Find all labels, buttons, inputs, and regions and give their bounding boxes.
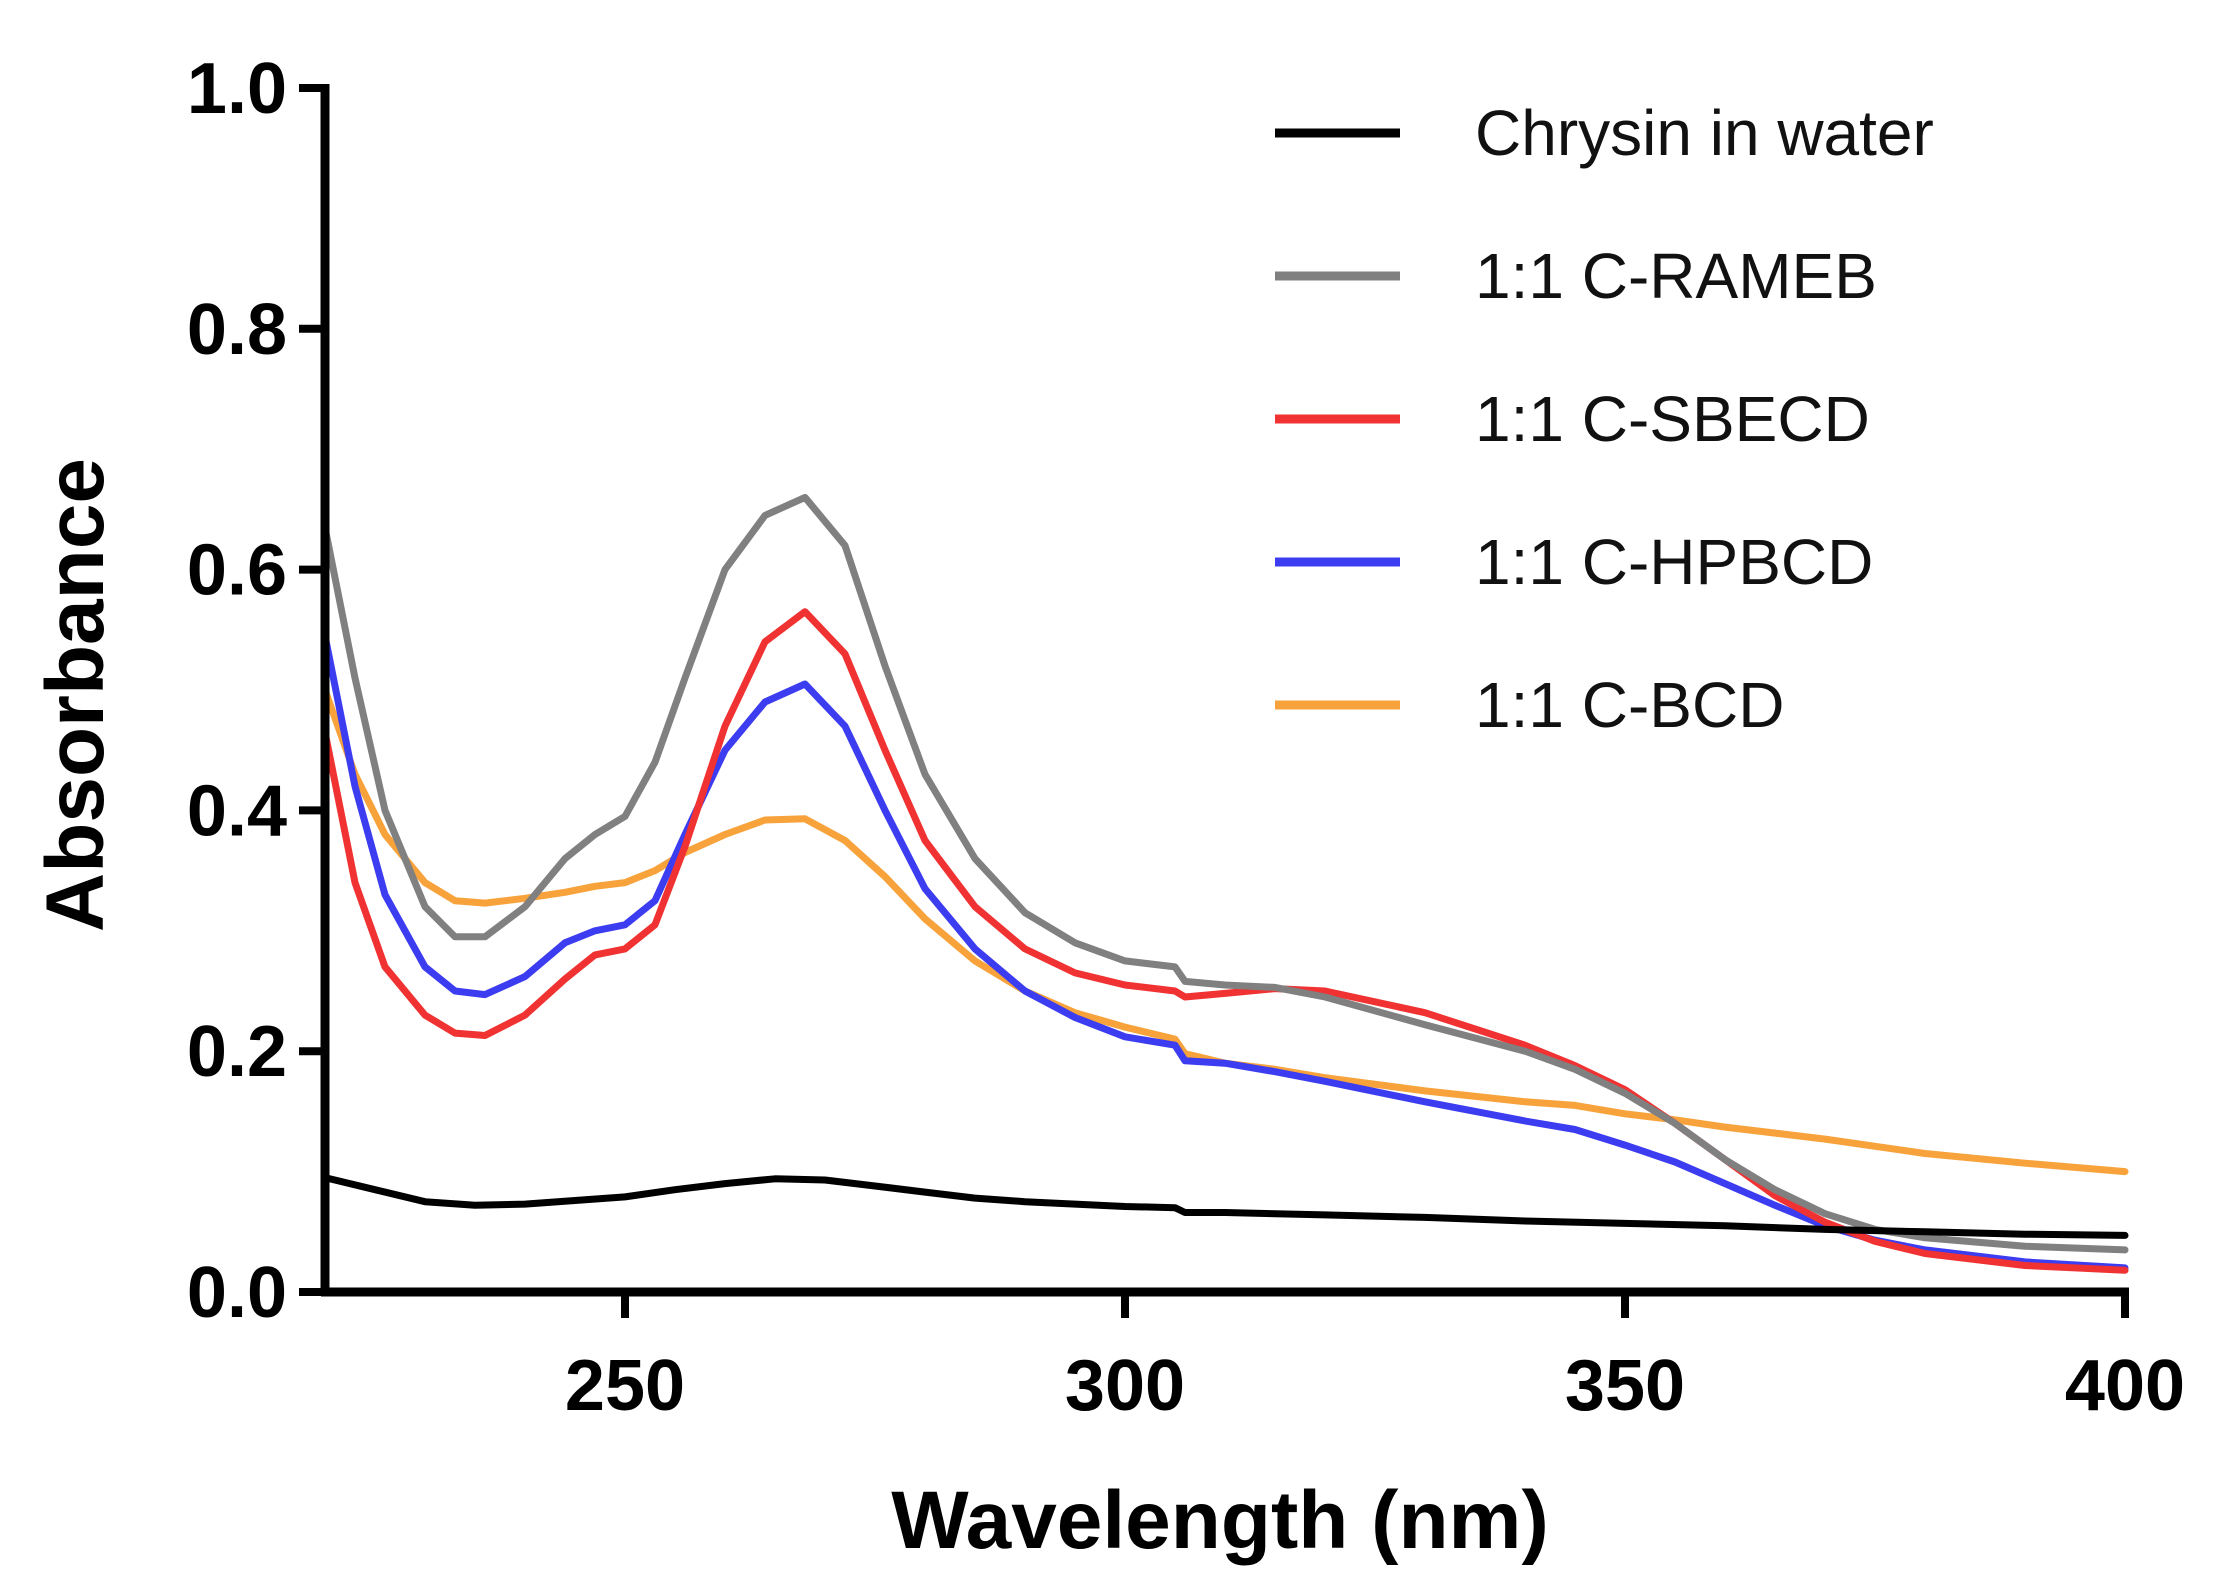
legend-label-chrysin-in-water: Chrysin in water [1475,97,1934,169]
y-axis-title: Absorbance [30,458,121,932]
x-tick-label: 300 [1065,1346,1185,1426]
series-line-1-1-c-rameb [321,493,2129,1254]
y-tick-label: 0.2 [187,1012,287,1092]
y-tick-label: 0.6 [187,531,287,611]
x-tick-label: 400 [2065,1346,2185,1426]
legend-label-1-1-c-hpbcd: 1:1 C-HPBCD [1475,526,1873,598]
y-tick-label: 0.4 [187,771,287,851]
series-line-chrysin-in-water [321,1174,2129,1239]
plot-area [321,493,2129,1274]
legend: Chrysin in water 1:1 C-RAMEB 1:1 C-SBECD 1:… [1275,97,1934,741]
x-axis-title: Wavelength (nm) [891,1475,1549,1566]
x-tick-label: 250 [565,1346,685,1426]
series-line-1-1-c-sbecd [321,608,2129,1274]
x-tick-label: 350 [1565,1346,1685,1426]
series-line-1-1-c-bcd [321,686,2129,1176]
legend-label-1-1-c-bcd: 1:1 C-BCD [1475,669,1784,741]
y-tick-label: 1.0 [187,49,287,129]
legend-label-1-1-c-rameb: 1:1 C-RAMEB [1475,240,1877,312]
y-tick-label: 0.0 [187,1253,287,1333]
legend-label-1-1-c-sbecd: 1:1 C-SBECD [1475,383,1870,455]
y-tick-label: 0.8 [187,290,287,370]
series-line-1-1-c-hpbcd [321,632,2129,1272]
axes: 0.0 0.2 0.4 0.6 0.8 1.0 250 300 350 400 [187,49,2185,1426]
